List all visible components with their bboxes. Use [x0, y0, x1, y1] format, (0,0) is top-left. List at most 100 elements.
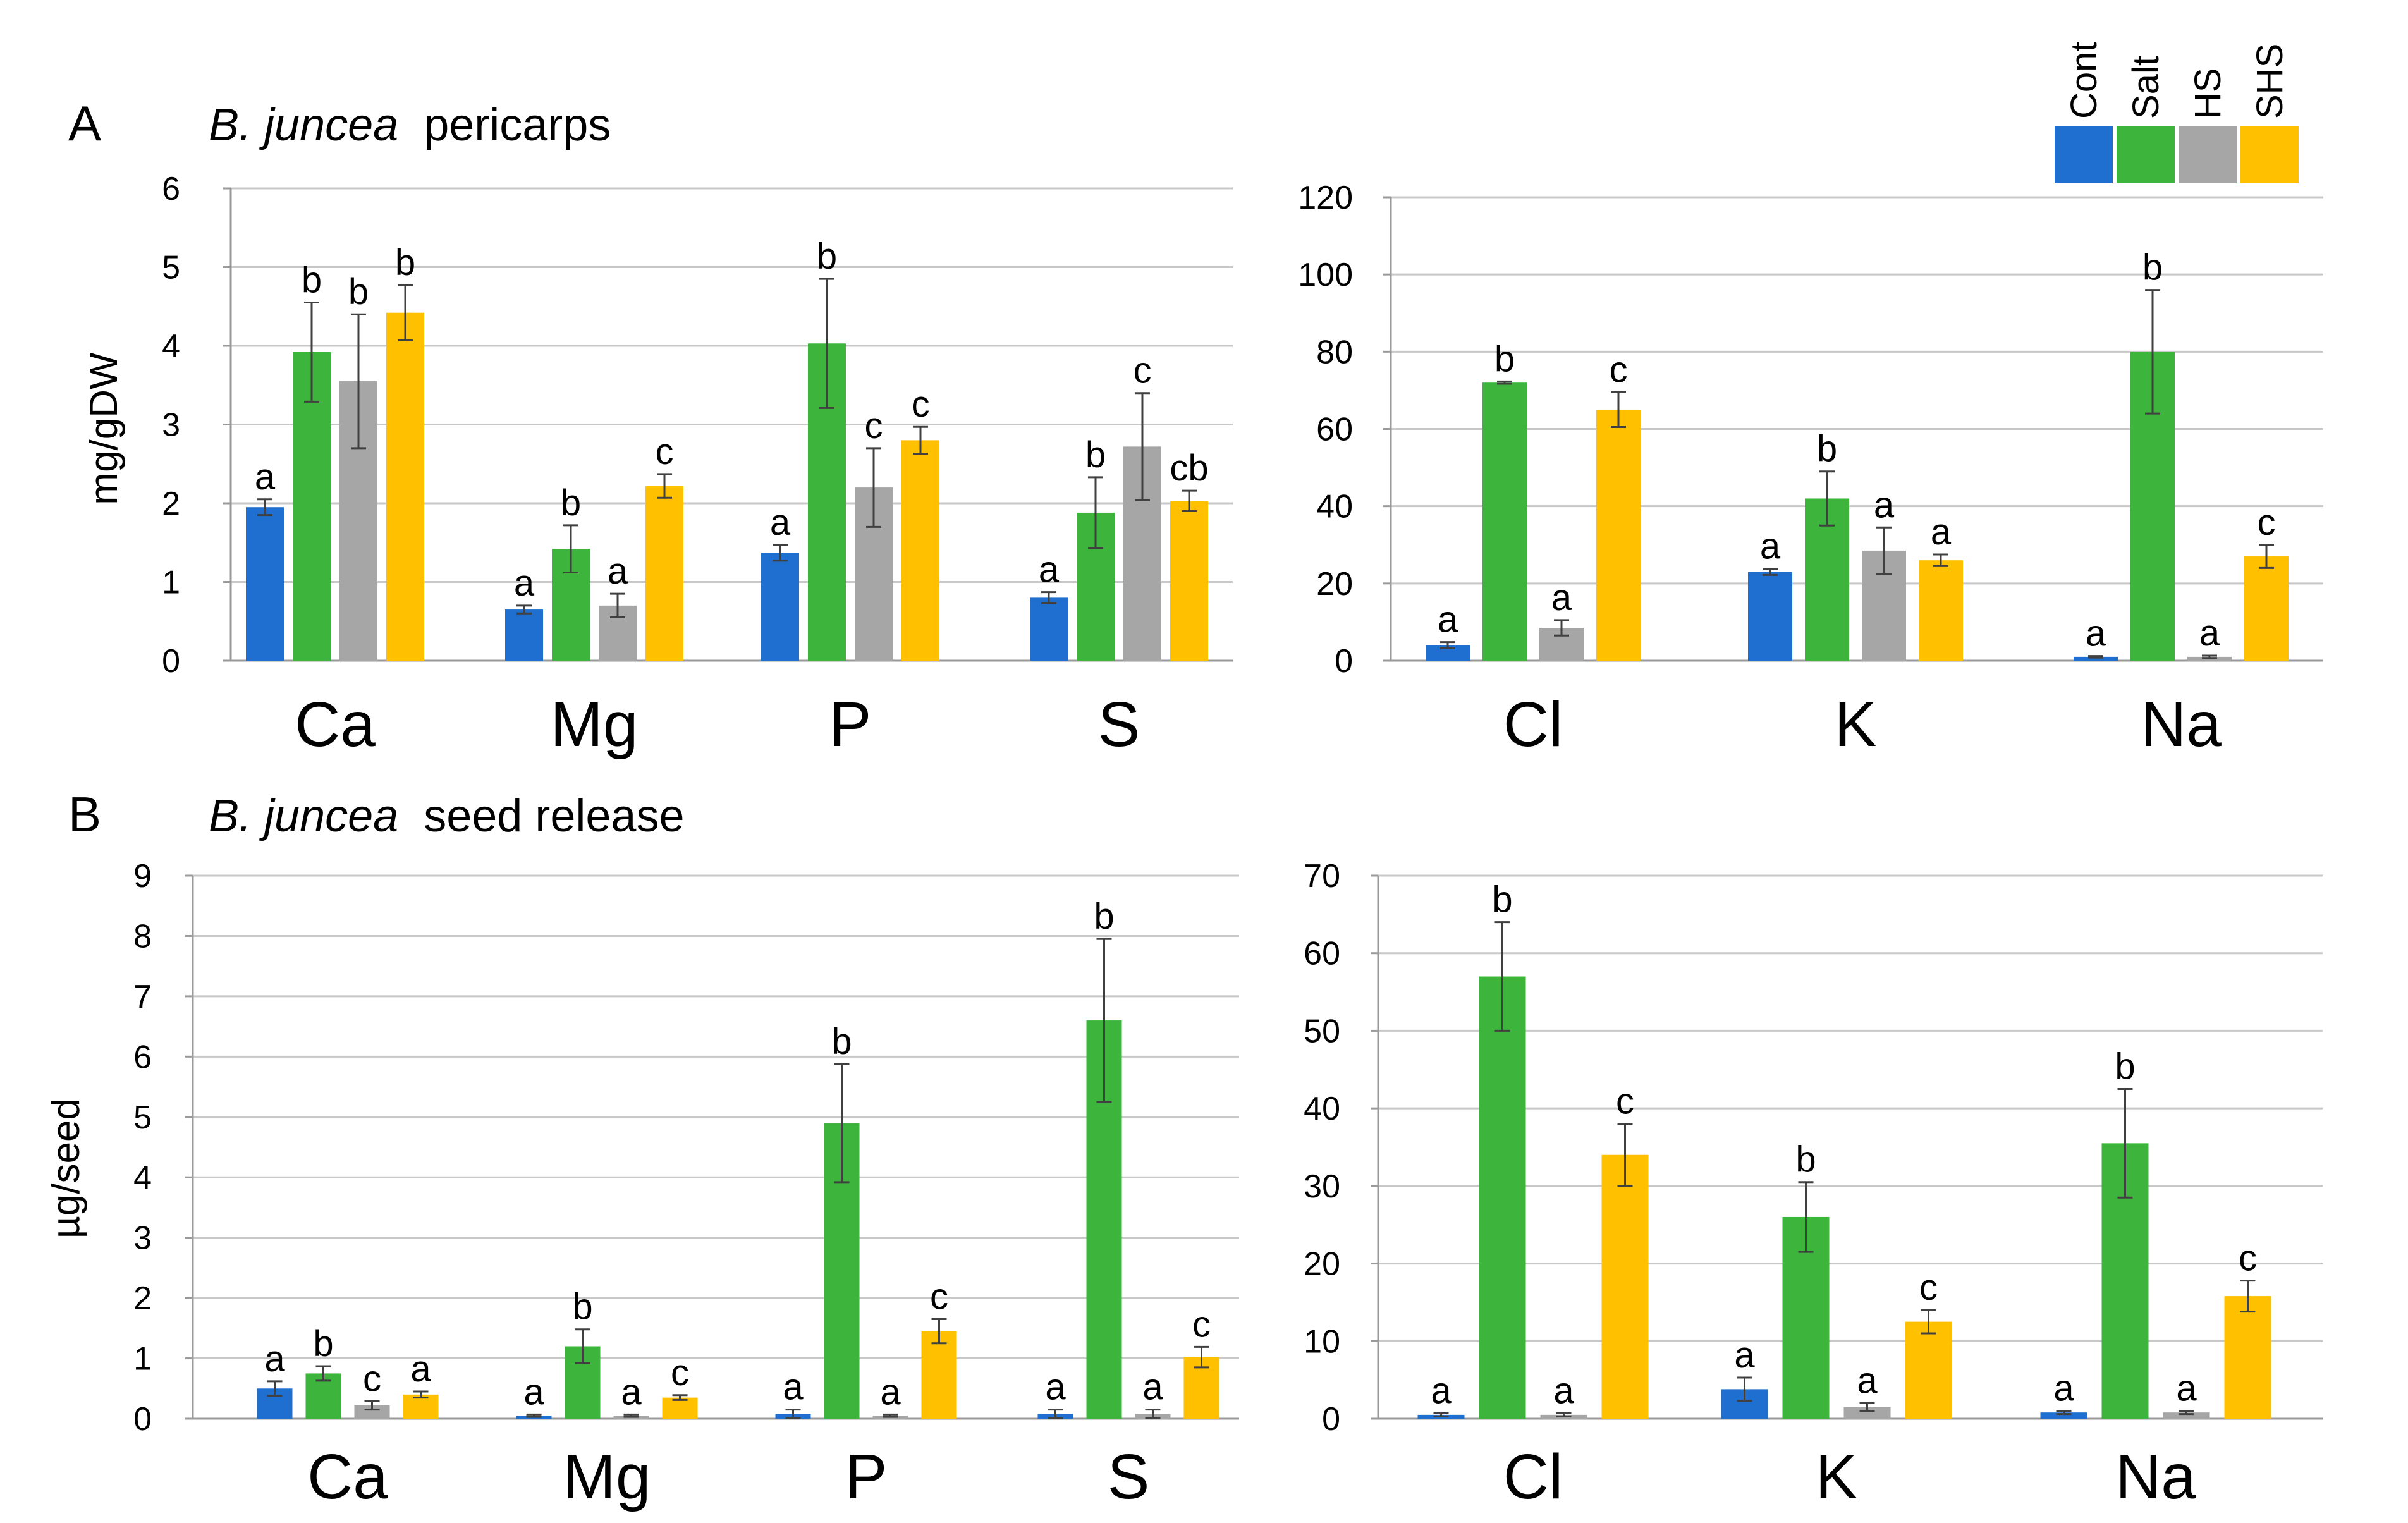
- y-tick-label: 20: [1304, 1246, 1340, 1283]
- significance-letter: a: [264, 1338, 285, 1379]
- legend-label-shs: SHS: [2249, 44, 2290, 119]
- bar-mg-shs: [645, 486, 683, 661]
- significance-letter: b: [313, 1323, 333, 1364]
- significance-letter: b: [302, 260, 322, 301]
- significance-letter: a: [1553, 1370, 1574, 1411]
- bar-na-shs: [2244, 556, 2289, 661]
- y-tick-label: 9: [133, 858, 152, 895]
- y-tick-label: 80: [1316, 334, 1353, 370]
- y-tick-label: 1: [133, 1341, 152, 1378]
- y-axis-label-pericarps: mg/gDW: [82, 352, 126, 505]
- y-tick-label: 0: [162, 643, 180, 680]
- significance-letter: a: [1551, 577, 1572, 618]
- bar-p-cont: [761, 553, 799, 661]
- bar-ca-salt: [293, 352, 331, 661]
- significance-letter: c: [671, 1352, 689, 1393]
- bar-na-cont: [2074, 656, 2118, 661]
- significance-letter: a: [514, 563, 535, 604]
- significance-letter: a: [1039, 549, 1060, 590]
- y-tick-label: 5: [133, 1099, 152, 1136]
- category-label: K: [1835, 689, 1877, 760]
- category-label: K: [1816, 1441, 1858, 1512]
- category-label: Na: [2115, 1441, 2196, 1512]
- panel-title-a-species: B. juncea: [209, 100, 398, 150]
- bar-cl-shs: [1596, 409, 1641, 661]
- category-label: Ca: [295, 689, 376, 760]
- legend-swatch-shs: [2240, 126, 2299, 183]
- y-tick-label: 4: [162, 328, 180, 365]
- y-tick-label: 2: [162, 486, 180, 522]
- y-tick-label: 50: [1304, 1013, 1340, 1049]
- y-tick-label: 2: [133, 1280, 152, 1317]
- legend-swatch-hs: [2179, 126, 2237, 183]
- significance-letter: c: [2258, 502, 2276, 543]
- panel-label-b: B: [68, 786, 101, 842]
- significance-letter: b: [817, 236, 837, 277]
- significance-letter: a: [255, 456, 276, 498]
- category-label: S: [1108, 1441, 1150, 1512]
- significance-letter: b: [395, 242, 415, 283]
- category-label: S: [1098, 689, 1140, 760]
- significance-letter: a: [1760, 526, 1781, 567]
- significance-letter: b: [831, 1021, 852, 1062]
- legend: Cont Salt HS SHS: [2055, 41, 2299, 183]
- legend-label-cont: Cont: [2063, 41, 2105, 119]
- panel-title-b-rest: seed release: [424, 791, 684, 841]
- y-tick-label: 3: [162, 407, 180, 444]
- significance-letter: a: [770, 502, 791, 543]
- bar-cl-shs: [1601, 1154, 1649, 1419]
- y-tick-label: 4: [133, 1159, 152, 1196]
- significance-letter: c: [1134, 350, 1152, 391]
- y-tick-label: 8: [133, 918, 152, 955]
- bar-p-shs: [901, 440, 939, 661]
- category-label: Mg: [563, 1441, 651, 1512]
- bar-cl-salt: [1482, 382, 1527, 661]
- y-tick-label: 1: [162, 565, 180, 601]
- y-tick-label: 5: [162, 250, 180, 286]
- significance-letter: b: [348, 271, 369, 312]
- significance-letter: a: [2199, 613, 2220, 654]
- y-tick-label: 20: [1316, 566, 1353, 602]
- y-tick-label: 0: [1322, 1401, 1340, 1438]
- bar-p-shs: [921, 1331, 957, 1419]
- category-label: Ca: [307, 1441, 388, 1512]
- bar-na-shs: [2224, 1296, 2271, 1419]
- y-tick-label: 0: [1335, 643, 1353, 680]
- bar-cl-salt: [1479, 976, 1526, 1419]
- panel-title-a-rest: pericarps: [424, 100, 611, 150]
- significance-letter: c: [930, 1276, 948, 1318]
- legend-label-salt: Salt: [2125, 56, 2167, 119]
- significance-letter: b: [572, 1287, 592, 1328]
- significance-letter: c: [865, 405, 883, 446]
- y-tick-label: 6: [133, 1039, 152, 1075]
- significance-letter: c: [1919, 1267, 1938, 1308]
- significance-letter: b: [561, 482, 581, 523]
- significance-letter: a: [1931, 511, 1952, 553]
- legend-swatch-cont: [2055, 126, 2113, 183]
- legend-swatch-salt: [2117, 126, 2175, 183]
- significance-letter: a: [1142, 1367, 1163, 1408]
- significance-letter: a: [2086, 613, 2106, 654]
- y-tick-label: 10: [1304, 1323, 1340, 1360]
- significance-letter: b: [1085, 434, 1106, 475]
- y-tick-label: 60: [1316, 412, 1353, 448]
- significance-letter: a: [410, 1349, 431, 1390]
- significance-letter: b: [1494, 338, 1515, 379]
- significance-letter: a: [2053, 1368, 2074, 1409]
- bar-ca-hs: [354, 1405, 390, 1419]
- bar-s-cont: [1030, 597, 1068, 661]
- significance-letter: b: [2115, 1046, 2135, 1087]
- significance-letter: c: [656, 431, 674, 472]
- chart-seed-release-cl-k-na: 0 10 20 30 40 50 60 70 a b a c Cl a b a c Ka b a c Na: [1304, 858, 2323, 1512]
- significance-letter: c: [1616, 1081, 1634, 1122]
- y-tick-label: 40: [1304, 1091, 1340, 1127]
- significance-letter: cb: [1170, 448, 1208, 489]
- significance-letter: a: [1857, 1360, 1878, 1401]
- significance-letter: b: [1817, 429, 1837, 470]
- bar-na-cont: [2040, 1412, 2087, 1419]
- panel-label-a: A: [68, 95, 101, 151]
- significance-letter: b: [1795, 1139, 1816, 1180]
